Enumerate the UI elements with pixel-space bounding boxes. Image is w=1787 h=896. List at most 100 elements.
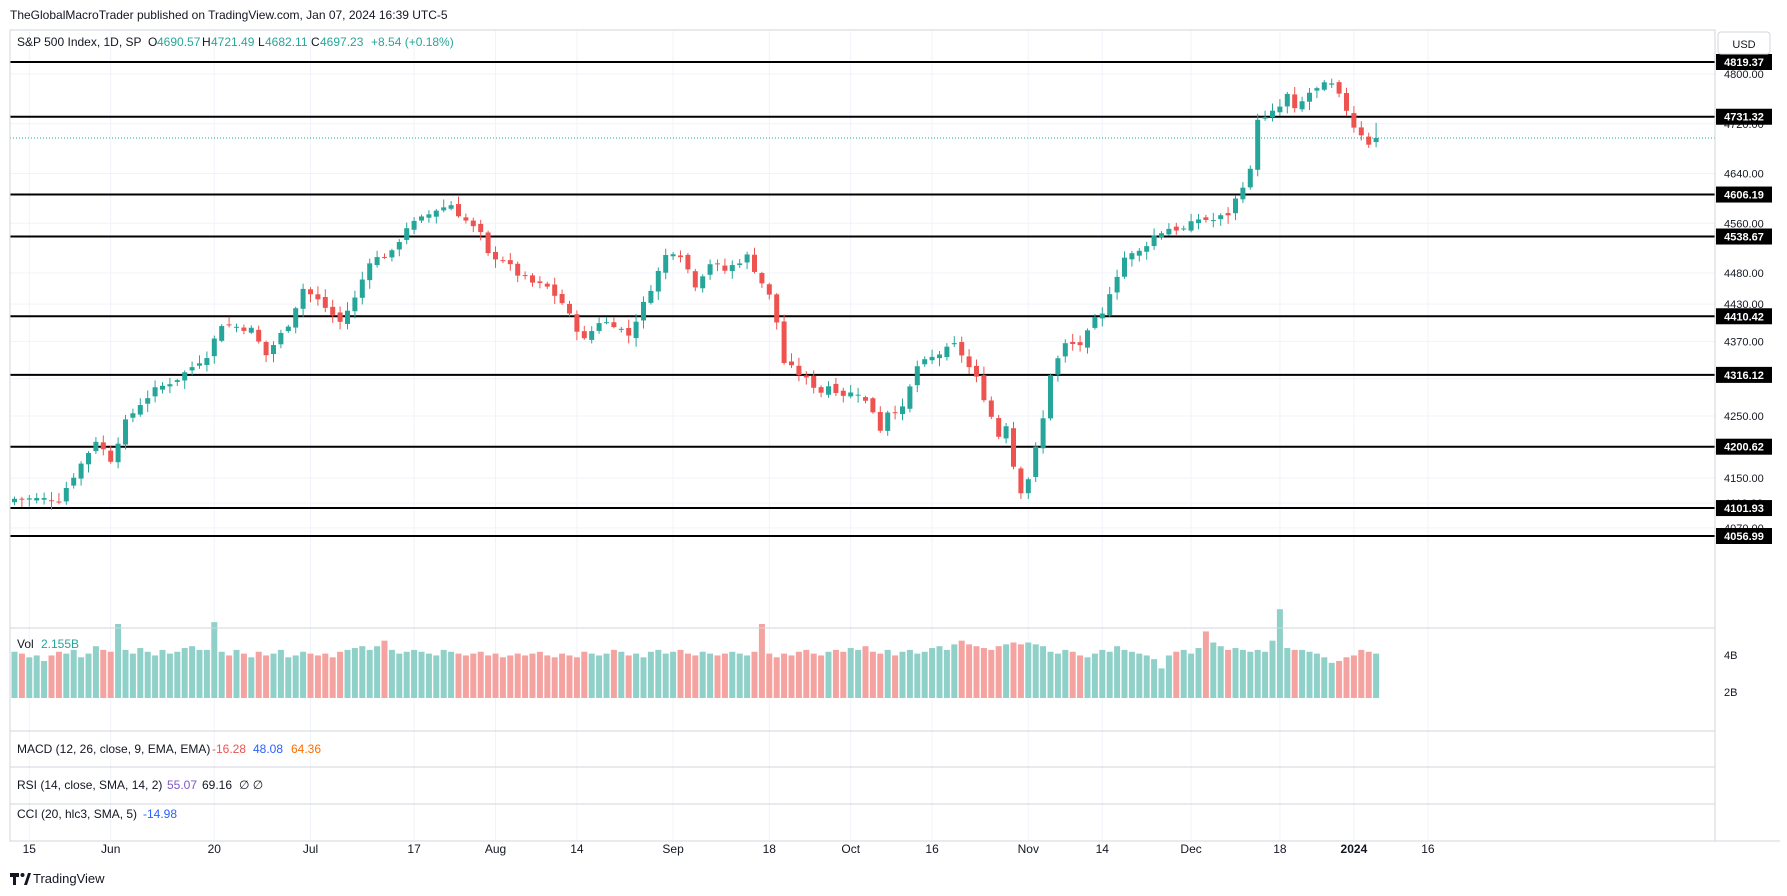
volume-bar (1106, 651, 1113, 698)
candle (1373, 122, 1379, 148)
candle-body (1358, 127, 1364, 136)
candle-body (1262, 117, 1268, 119)
level-price-tag: 4606.19 (1716, 186, 1772, 203)
candle (1092, 314, 1098, 330)
volume-bar (958, 640, 965, 698)
volume-label[interactable]: Vol (17, 637, 34, 651)
low-label: L (258, 35, 265, 49)
time-tick-label: Oct (841, 842, 860, 856)
volume-bar (396, 653, 403, 698)
candle-body (744, 254, 750, 263)
candle (1099, 307, 1105, 327)
volume-bar (411, 649, 418, 698)
candle (1299, 96, 1305, 112)
candle-body (197, 363, 202, 366)
price-tick-label: 4480.00 (1724, 268, 1764, 280)
candle (382, 253, 387, 259)
candle-body (581, 331, 587, 339)
volume-bar (677, 649, 684, 698)
candle (796, 357, 802, 382)
candle (766, 282, 772, 300)
volume-bar (307, 653, 314, 698)
volume-bar (1040, 646, 1047, 698)
candle-body (352, 297, 358, 312)
symbol-label[interactable]: S&P 500 Index, 1D, SP (17, 35, 142, 49)
candle (559, 289, 565, 306)
candle-body (278, 332, 284, 345)
macd-value-2: 48.08 (253, 742, 283, 756)
candle (100, 435, 106, 456)
volume-bar (70, 649, 77, 698)
price-axis-ticks[interactable]: 4070.004110.004150.004200.004250.004310.… (1724, 69, 1764, 535)
candle (86, 451, 91, 473)
candle (478, 219, 484, 241)
volume-bar (906, 649, 913, 698)
candle (63, 481, 69, 505)
candle (26, 494, 32, 507)
volume-bar (63, 653, 70, 698)
candle (1085, 328, 1090, 354)
volume-bar (655, 649, 662, 698)
volume-bar (433, 655, 440, 698)
volume-bar (1136, 653, 1143, 698)
volume-bar (85, 653, 92, 698)
candle (1262, 110, 1268, 121)
level-price-tag-bg (1716, 228, 1772, 245)
candle (219, 324, 225, 343)
candle (633, 314, 639, 347)
candle-body (870, 398, 876, 413)
candle (1329, 78, 1335, 89)
candle-body (722, 265, 728, 271)
volume-bar (351, 648, 358, 698)
volume-bar (322, 653, 329, 698)
candle-body (108, 450, 114, 462)
candle (900, 398, 905, 421)
candle (966, 349, 972, 374)
candle (833, 378, 839, 397)
candle-body (996, 418, 1002, 437)
volume-bar (492, 653, 499, 698)
level-price-tag: 4731.32 (1716, 108, 1772, 125)
candle (1344, 87, 1349, 116)
candle (892, 405, 898, 420)
volume-bar (1210, 642, 1217, 698)
volume-bar (892, 655, 899, 698)
candle-body (463, 217, 469, 221)
currency-button[interactable]: USD (1717, 31, 1771, 55)
volume-bar (707, 653, 714, 698)
level-price-tag-text: 4200.62 (1724, 442, 1764, 454)
volume-bar (573, 657, 580, 698)
time-axis-ticks[interactable]: 15 Jun 20 Jul 17 Aug 14 Sep 18 Oct 16 Nov 14 Dec 18 202… (23, 842, 1435, 856)
candle (404, 222, 410, 245)
candle (552, 277, 558, 304)
volume-bar (41, 661, 48, 698)
candle (1011, 421, 1016, 470)
volume-bar (440, 649, 447, 698)
candle-body (322, 297, 328, 308)
volume-bar (832, 649, 839, 698)
volume-bar (536, 651, 543, 698)
cci-label[interactable]: CCI (20, hlc3, SMA, 5) (17, 807, 137, 821)
candle-body (818, 387, 824, 393)
volume-bar (1313, 653, 1320, 698)
volume-bar (115, 624, 122, 698)
volume-bar (995, 646, 1002, 698)
rsi-label[interactable]: RSI (14, close, SMA, 14, 2) (17, 778, 162, 792)
candle-body (863, 397, 868, 401)
candle-body (219, 326, 225, 341)
time-tick-label: 18 (763, 842, 777, 856)
candle (49, 492, 54, 510)
volume-bar (877, 653, 884, 698)
macd-label[interactable]: MACD (12, 26, close, 9, EMA, EMA) (17, 742, 210, 756)
candle (411, 217, 417, 235)
candle-body (663, 254, 669, 273)
level-price-tag-bg (1716, 186, 1772, 203)
price-tick-label: 4250.00 (1724, 411, 1764, 423)
candle (263, 340, 269, 363)
horizontal-levels[interactable] (10, 61, 1715, 537)
candle-body (959, 342, 965, 356)
candle (293, 306, 299, 334)
tradingview-logo[interactable]: TradingView (10, 871, 105, 886)
candle (1018, 466, 1024, 499)
candle (700, 274, 706, 293)
